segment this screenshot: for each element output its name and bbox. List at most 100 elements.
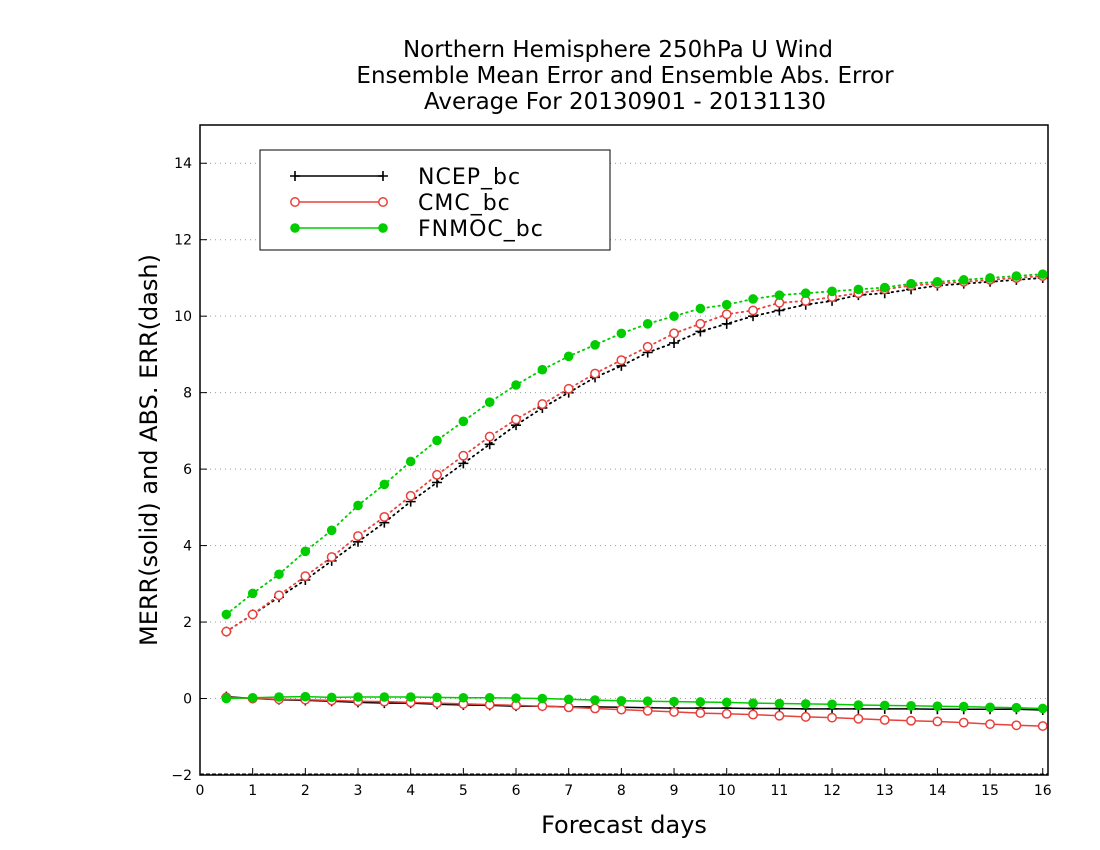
data-point-abs-err (721, 299, 732, 310)
data-point-mean-err (353, 692, 363, 702)
data-point-mean-err (827, 699, 837, 710)
legend-marker (378, 171, 388, 181)
data-point-abs-err (274, 590, 284, 601)
data-point-abs-err (221, 626, 232, 637)
data-point-mean-err (800, 699, 811, 709)
data-point-mean-err (853, 700, 864, 710)
data-point-mean-err (1011, 702, 1022, 713)
data-point-abs-err (484, 431, 495, 442)
y-tick-label: 0 (183, 692, 192, 708)
data-point-abs-err (353, 500, 363, 511)
data-point-abs-err (748, 305, 758, 316)
x-tick-label: 16 (1034, 783, 1052, 799)
y-tick-label: 6 (183, 462, 192, 478)
y-tick-label: 12 (174, 233, 192, 249)
data-point-abs-err (432, 435, 442, 446)
data-point-mean-err (827, 712, 837, 723)
legend-label: NCEP_bc (418, 165, 521, 190)
data-point-mean-err (511, 693, 521, 703)
x-tick-label: 7 (564, 783, 573, 799)
x-axis-label: Forecast days (541, 811, 707, 839)
y-tick-label: 8 (183, 386, 192, 402)
data-point-abs-err (511, 414, 521, 425)
data-point-abs-err (563, 383, 574, 394)
chart-title-line-3: Average For 20130901 - 20131130 (424, 89, 826, 115)
x-tick-label: 8 (617, 783, 626, 799)
legend-entry: CMC_bc (290, 191, 510, 216)
data-point-abs-err (695, 303, 706, 314)
series-line-abs-err (225, 277, 1044, 633)
legend-entry: FNMOC_bc (290, 217, 543, 242)
data-point-abs-err (827, 286, 837, 297)
data-point-mean-err (958, 717, 969, 728)
x-tick-label: 15 (981, 783, 999, 799)
data-point-mean-err (563, 694, 574, 705)
data-point-abs-err (300, 546, 311, 557)
x-tick-label: 9 (670, 783, 679, 799)
data-point-abs-err (379, 511, 390, 522)
data-point-mean-err (642, 705, 653, 716)
data-point-mean-err (537, 693, 548, 704)
data-point-abs-err (511, 380, 521, 390)
x-tick-label: 10 (718, 783, 736, 799)
data-point-mean-err (274, 692, 284, 702)
data-point-abs-err (563, 351, 574, 362)
data-point-mean-err (932, 716, 943, 727)
data-point-abs-err (432, 469, 442, 480)
data-point-mean-err (590, 695, 600, 705)
x-tick-label: 11 (770, 783, 788, 799)
data-point-abs-err (669, 337, 680, 348)
x-tick-label: 5 (459, 783, 468, 799)
data-point-mean-err (958, 701, 969, 712)
chart-title-line-2: Ensemble Mean Error and Ensemble Abs. Er… (356, 63, 894, 89)
data-point-abs-err (326, 552, 337, 563)
data-point-abs-err (247, 588, 258, 599)
data-point-abs-err (616, 328, 627, 339)
data-point-mean-err (774, 710, 785, 721)
x-tick-label: 0 (196, 783, 205, 799)
data-point-mean-err (800, 711, 811, 722)
data-point-abs-err (379, 479, 390, 490)
data-point-mean-err (853, 713, 864, 724)
series-cmc-bc (221, 271, 1048, 732)
legend-entry: NCEP_bc (290, 165, 521, 190)
data-point-abs-err (484, 397, 495, 408)
data-point-abs-err (774, 290, 785, 300)
data-point-mean-err (774, 698, 785, 709)
y-tick-label: −2 (171, 768, 192, 784)
data-point-mean-err (563, 702, 574, 713)
data-point-abs-err (405, 456, 416, 467)
data-point-mean-err (1037, 721, 1048, 732)
data-point-mean-err (221, 693, 232, 704)
legend-marker (378, 223, 388, 233)
data-point-abs-err (695, 318, 706, 329)
data-point-mean-err (748, 698, 758, 708)
data-point-abs-err (958, 275, 969, 285)
data-point-abs-err (748, 294, 758, 304)
chart-title-line-1: Northern Hemisphere 250hPa U Wind (403, 37, 833, 63)
x-tick-label: 2 (301, 783, 310, 799)
series-layer (221, 269, 1048, 732)
data-point-abs-err (405, 490, 416, 501)
data-point-abs-err (721, 309, 732, 320)
data-point-mean-err (985, 702, 995, 713)
gridlines (200, 162, 1048, 775)
data-point-abs-err (879, 282, 890, 293)
y-axis: −2 0 2 4 6 8 10 12 14 (171, 156, 207, 784)
data-point-mean-err (247, 692, 258, 703)
data-point-mean-err (484, 692, 495, 703)
x-tick-label: 4 (406, 783, 415, 799)
data-point-abs-err (537, 399, 548, 410)
x-tick-label: 1 (248, 783, 257, 799)
data-point-abs-err (300, 571, 311, 582)
data-point-abs-err (616, 355, 627, 366)
y-tick-label: 2 (183, 615, 192, 631)
data-point-mean-err (300, 691, 311, 702)
data-point-mean-err (906, 715, 917, 726)
legend-marker (290, 197, 300, 207)
data-point-mean-err (669, 696, 679, 707)
data-point-abs-err (590, 340, 600, 350)
data-point-abs-err (642, 319, 653, 329)
x-tick-label: 12 (823, 783, 841, 799)
